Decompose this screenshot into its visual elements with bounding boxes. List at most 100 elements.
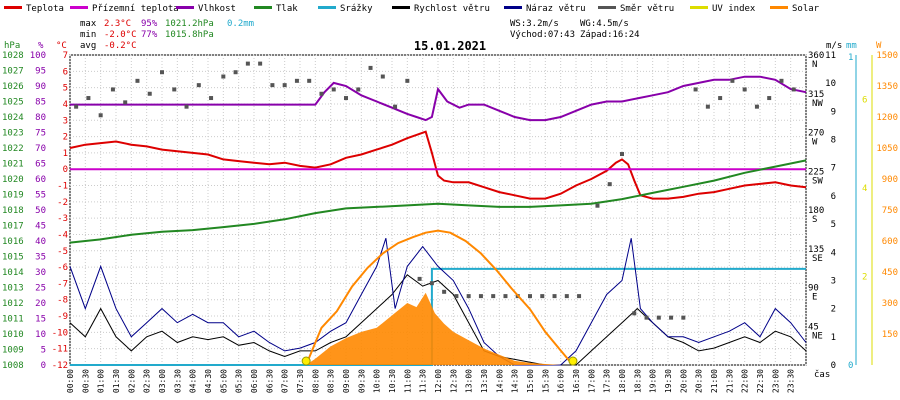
- series-sm-r-v-tru-point: [110, 87, 115, 92]
- series-sm-r-v-tru-point: [595, 203, 600, 208]
- series-solar-actual-area: [306, 292, 573, 365]
- series-sm-r-v-tru-point: [491, 294, 496, 299]
- series-sm-r-v-tru-point: [552, 294, 557, 299]
- tick-ms: 10: [825, 79, 836, 89]
- tick-temp: -6: [57, 263, 68, 273]
- series-sm-r-v-tru-point: [466, 294, 471, 299]
- tick-dir-value: 270: [808, 129, 824, 139]
- series-sm-r-v-tru-point: [307, 78, 312, 83]
- series-sm-r-v-tru-point: [74, 104, 79, 109]
- tick-pct: 50: [35, 206, 46, 216]
- tick-temp: -3: [57, 214, 68, 224]
- series-sm-r-v-tru-point: [417, 276, 422, 281]
- tick-w: 1200: [876, 113, 898, 123]
- tick-time: 12:00: [434, 369, 443, 393]
- tick-time: 22:00: [741, 369, 750, 393]
- tick-hpa: 1016: [2, 237, 24, 247]
- tick-hpa: 1021: [2, 160, 24, 170]
- stat-max-press: 1021.2hPa: [165, 19, 214, 29]
- tick-hpa: 1013: [2, 284, 24, 294]
- tick-temp: -5: [57, 247, 68, 257]
- tick-time: 16:00: [557, 369, 566, 393]
- tick-time: 23:30: [787, 369, 796, 393]
- tick-pct: 25: [35, 284, 46, 294]
- axis-unit-hpa: hPa: [4, 41, 20, 51]
- tick-time: 16:30: [572, 369, 581, 393]
- tick-dir-value: 315: [808, 90, 824, 100]
- legend-label: Vlhkost: [198, 4, 236, 14]
- tick-w: 1500: [876, 51, 898, 61]
- tick-pct: 55: [35, 191, 46, 201]
- tick-dir-label: NW: [812, 99, 823, 109]
- tick-hpa: 1009: [2, 346, 24, 356]
- tick-time: 03:00: [158, 369, 167, 393]
- tick-ms: 6: [831, 192, 836, 202]
- tick-time: 21:30: [725, 369, 734, 393]
- tick-hpa: 1012: [2, 299, 24, 309]
- tick-temp: -1: [57, 182, 68, 192]
- tick-hpa: 1023: [2, 129, 24, 139]
- tick-time: 13:00: [465, 369, 474, 393]
- stat-sunset: Západ:16:24: [580, 30, 640, 40]
- tick-time: 09:30: [357, 369, 366, 393]
- tick-time: 14:30: [511, 369, 520, 393]
- tick-temp: 6: [63, 67, 68, 77]
- tick-time: 02:30: [143, 369, 152, 393]
- series-sm-r-v-tru-point: [705, 104, 710, 109]
- tick-w: 600: [882, 237, 898, 247]
- tick-pct: 70: [35, 144, 46, 154]
- tick-hpa: 1028: [2, 51, 24, 61]
- tick-pct: 5: [41, 346, 46, 356]
- series-sm-r-v-tru-point: [754, 104, 759, 109]
- tick-pct: 95: [35, 67, 46, 77]
- tick-pct: 15: [35, 315, 46, 325]
- tick-time: 11:30: [419, 369, 428, 393]
- tick-time: 02:00: [127, 369, 136, 393]
- tick-time: 15:00: [526, 369, 535, 393]
- tick-uv: 2: [862, 272, 867, 282]
- series-sm-r-v-tru-point: [779, 78, 784, 83]
- series-sm-r-v-tru-point: [454, 294, 459, 299]
- axis-unit-mm: mm: [846, 41, 857, 51]
- tick-time: 14:00: [495, 369, 504, 393]
- tick-dir-label: S: [812, 215, 817, 225]
- legend-label: Směr větru: [620, 4, 674, 14]
- legend-swatch: [176, 6, 194, 9]
- series-sm-r-v-tru-point: [380, 74, 385, 79]
- tick-uv: 4: [862, 184, 867, 194]
- series-sm-r-v-tru-point: [564, 294, 569, 299]
- series-uv-index-point: [301, 356, 311, 366]
- series-vlhkost-line: [70, 75, 807, 122]
- axis-unit-temp: °C: [56, 41, 67, 51]
- legend-label: UV index: [712, 4, 756, 14]
- legend-swatch: [598, 6, 616, 9]
- legend-swatch: [70, 6, 88, 9]
- tick-time: 19:00: [649, 369, 658, 393]
- tick-ms: 2: [831, 305, 836, 315]
- tick-pct: 35: [35, 253, 46, 263]
- tick-time: 20:00: [679, 369, 688, 393]
- series-sm-r-v-tru-point: [429, 281, 434, 286]
- legend: Teplota Přízemní teplota Vlhkost Tlak Srážky…: [4, 4, 820, 14]
- tick-hpa: 1017: [2, 222, 24, 232]
- tick-time: 00:30: [81, 369, 90, 393]
- legend-label: Solar: [792, 4, 820, 14]
- series-sm-r-v-tru-point: [356, 87, 361, 92]
- tick-time: 11:00: [403, 369, 412, 393]
- stat-min-press: 1015.8hPa: [165, 30, 214, 40]
- tick-w: 750: [882, 206, 898, 216]
- chart-title: 15.01.2021: [414, 39, 486, 53]
- series-sm-r-v-tru-point: [245, 61, 250, 66]
- tick-pct: 45: [35, 222, 46, 232]
- tick-hpa: 1015: [2, 253, 24, 263]
- tick-w: 150: [882, 330, 898, 340]
- series-sm-r-v-tru-point: [669, 315, 674, 320]
- series-sm-r-v-tru-point: [730, 78, 735, 83]
- tick-temp: 2: [63, 133, 68, 143]
- series-sm-r-v-tru-point: [160, 70, 164, 75]
- tick-temp: -4: [57, 230, 68, 240]
- series-sm-r-v-tru-point: [233, 70, 238, 75]
- tick-ms: 4: [831, 248, 836, 258]
- tick-temp: -10: [52, 328, 68, 338]
